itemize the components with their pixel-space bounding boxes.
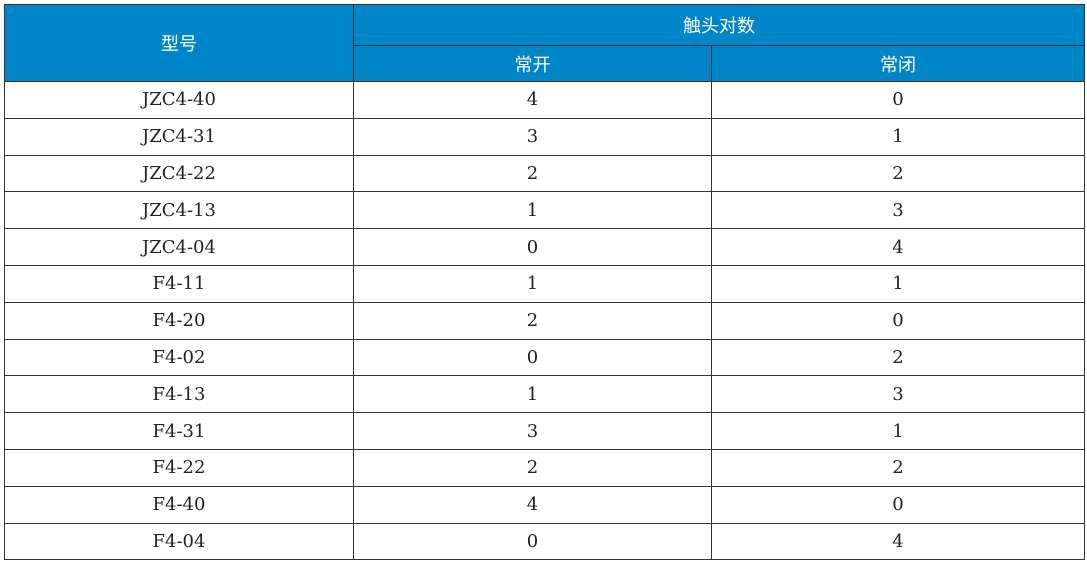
normally-open-cell: 0 — [353, 338, 712, 377]
table-row: F4-04 0 4 — [4, 522, 1085, 561]
normally-closed-cell: 1 — [711, 264, 1085, 303]
normally-closed-cell: 1 — [711, 117, 1085, 156]
normally-closed-cell: 2 — [711, 154, 1085, 193]
model-cell: F4-11 — [4, 264, 354, 303]
table-row: F4-02 0 2 — [4, 338, 1085, 377]
normally-open-cell: 4 — [353, 81, 712, 119]
model-cell: JZC4-40 — [4, 81, 354, 119]
header-model: 型号 — [4, 4, 354, 82]
model-cell: JZC4-31 — [4, 117, 354, 156]
table-row: JZC4-40 4 0 — [4, 81, 1085, 119]
table-row: F4-22 2 2 — [4, 448, 1085, 487]
model-cell: JZC4-22 — [4, 154, 354, 193]
normally-closed-cell: 1 — [711, 412, 1085, 450]
table-row: F4-13 1 3 — [4, 375, 1085, 414]
normally-closed-cell: 3 — [711, 375, 1085, 414]
header-normally-closed: 常闭 — [711, 45, 1085, 82]
normally-open-cell: 1 — [353, 191, 712, 230]
table-row: JZC4-22 2 2 — [4, 154, 1085, 193]
normally-open-cell: 2 — [353, 448, 712, 487]
normally-open-cell: 3 — [353, 412, 712, 450]
table-row: F4-31 3 1 — [4, 412, 1085, 450]
table-row: JZC4-04 0 4 — [4, 228, 1085, 266]
normally-closed-cell: 0 — [711, 301, 1085, 340]
model-cell: F4-02 — [4, 338, 354, 377]
model-cell: JZC4-04 — [4, 228, 354, 266]
table-row: F4-11 1 1 — [4, 264, 1085, 303]
normally-closed-cell: 3 — [711, 191, 1085, 230]
table-row: JZC4-31 3 1 — [4, 117, 1085, 156]
model-cell: F4-40 — [4, 485, 354, 524]
contact-table: 型号 触头对数 常开 常闭 JZC4-40 4 0 JZC4-31 3 1 JZC4-22 2… — [4, 4, 1085, 561]
normally-open-cell: 3 — [353, 117, 712, 156]
model-cell: F4-22 — [4, 448, 354, 487]
normally-closed-cell: 4 — [711, 228, 1085, 266]
normally-open-cell: 1 — [353, 264, 712, 303]
normally-open-cell: 1 — [353, 375, 712, 414]
normally-closed-cell: 0 — [711, 485, 1085, 524]
normally-closed-cell: 0 — [711, 81, 1085, 119]
model-cell: F4-20 — [4, 301, 354, 340]
table-row: JZC4-13 1 3 — [4, 191, 1085, 230]
model-cell: F4-31 — [4, 412, 354, 450]
header-normally-open: 常开 — [353, 45, 712, 82]
model-cell: JZC4-13 — [4, 191, 354, 230]
normally-open-cell: 4 — [353, 485, 712, 524]
table-row: F4-40 4 0 — [4, 485, 1085, 524]
normally-open-cell: 2 — [353, 301, 712, 340]
normally-open-cell: 2 — [353, 154, 712, 193]
table-row: F4-20 2 0 — [4, 301, 1085, 340]
normally-closed-cell: 2 — [711, 338, 1085, 377]
header-contacts: 触头对数 — [353, 4, 1085, 46]
model-cell: F4-13 — [4, 375, 354, 414]
normally-open-cell: 0 — [353, 228, 712, 266]
model-cell: F4-04 — [4, 522, 354, 561]
normally-open-cell: 0 — [353, 522, 712, 561]
normally-closed-cell: 4 — [711, 522, 1085, 561]
normally-closed-cell: 2 — [711, 448, 1085, 487]
